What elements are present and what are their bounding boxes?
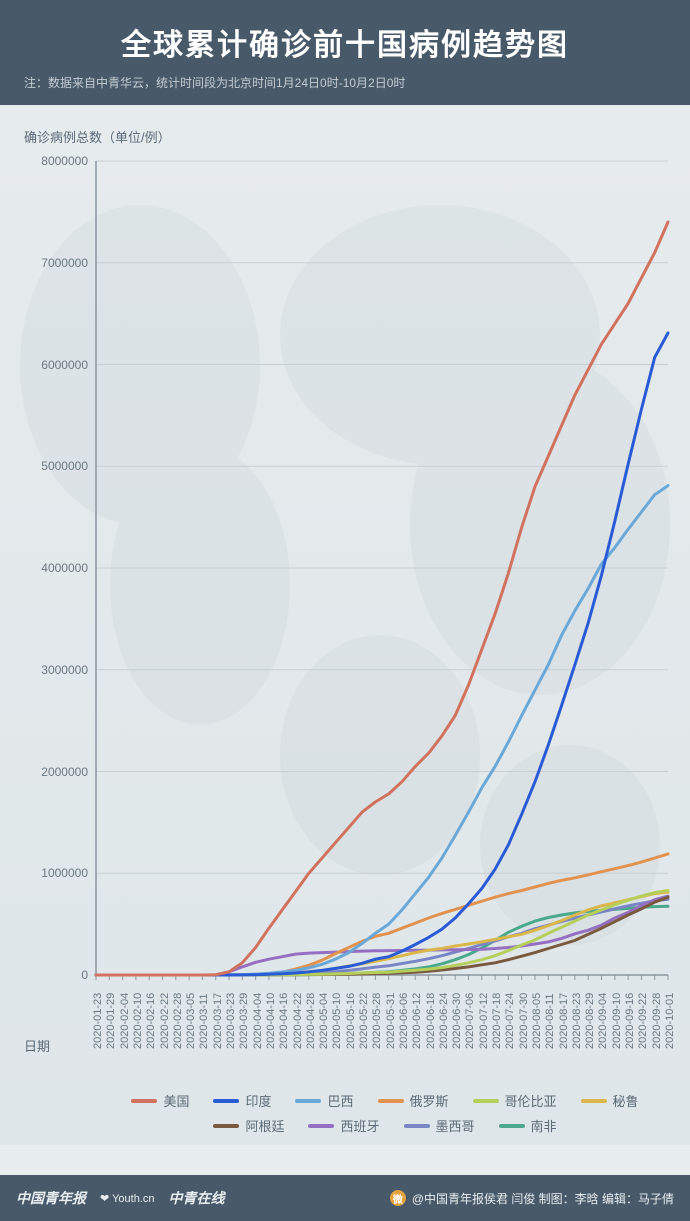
legend-item: 西班牙 (308, 1116, 379, 1135)
weibo-icon: 微 (390, 1190, 406, 1206)
footer-credit: @中国青年报侯君 闫俊 制图：李晗 编辑：马子倩 (412, 1190, 674, 1207)
x-tick-label: 2020-08-29 (584, 993, 596, 1049)
footer-logo-1: 中国青年报 (16, 1188, 86, 1208)
legend-label: 印度 (245, 1091, 271, 1110)
x-tick-label: 2020-04-28 (305, 993, 317, 1049)
footer-logo-2: ❤ Youth.cn (100, 1192, 155, 1205)
legend-label: 哥伦比亚 (505, 1091, 557, 1110)
x-tick-label: 2020-07-18 (491, 993, 503, 1049)
y-tick-label: 3000000 (8, 663, 88, 677)
x-tick-label: 2020-10-01 (664, 993, 676, 1049)
legend-item: 哥伦比亚 (473, 1091, 557, 1110)
y-tick-label: 4000000 (8, 561, 88, 575)
legend-swatch (308, 1124, 334, 1128)
y-tick-label: 2000000 (8, 765, 88, 779)
x-tick-label: 2020-06-30 (451, 993, 463, 1049)
legend-label: 秘鲁 (613, 1091, 639, 1110)
legend-label: 西班牙 (340, 1116, 379, 1135)
x-tick-label: 2020-09-22 (637, 993, 649, 1049)
footer-logo-3: 中青在线 (169, 1188, 225, 1208)
x-tick-label: 2020-03-05 (185, 993, 197, 1049)
page-subtitle: 注：数据来自中青华云，统计时间段为北京时间1月24日0时-10月2日0时 (24, 74, 666, 91)
legend-swatch (131, 1099, 157, 1103)
legend-item: 巴西 (295, 1091, 353, 1110)
x-tick-label: 2020-04-22 (292, 993, 304, 1049)
legend-swatch (581, 1099, 607, 1103)
page-title: 全球累计确诊前十国病例趋势图 (24, 20, 666, 64)
y-tick-label: 7000000 (8, 256, 88, 270)
x-tick-label: 2020-05-04 (318, 993, 330, 1049)
x-tick-label: 2020-08-17 (558, 993, 570, 1049)
x-tick-label: 2020-07-12 (478, 993, 490, 1049)
x-tick-label: 2020-03-11 (198, 994, 210, 1049)
x-tick-label: 2020-08-23 (571, 993, 583, 1049)
y-tick-label: 5000000 (8, 459, 88, 473)
x-tick-label: 2020-05-10 (331, 993, 343, 1049)
x-tick-label: 2020-09-04 (597, 993, 609, 1049)
x-tick-label: 2020-06-06 (398, 993, 410, 1049)
x-tick-label: 2020-03-29 (238, 993, 250, 1049)
x-tick-label: 2020-05-31 (385, 993, 397, 1049)
x-tick-label: 2020-02-10 (132, 993, 144, 1049)
x-tick-label: 2020-02-16 (145, 993, 157, 1049)
legend-item: 俄罗斯 (378, 1091, 449, 1110)
x-tick-label: 2020-09-16 (624, 993, 636, 1049)
legend-item: 南非 (499, 1116, 557, 1135)
legend-item: 墨西哥 (404, 1116, 475, 1135)
legend-swatch (213, 1124, 239, 1128)
x-tick-label: 2020-08-11 (544, 994, 556, 1049)
y-tick-label: 0 (8, 968, 88, 982)
legend-label: 美国 (163, 1091, 189, 1110)
legend-item: 秘鲁 (581, 1091, 639, 1110)
x-tick-label: 2020-07-06 (464, 993, 476, 1049)
footer-left: 中国青年报 ❤ Youth.cn 中青在线 (16, 1188, 376, 1208)
x-tick-label: 2020-03-23 (225, 993, 237, 1049)
x-tick-label: 2020-01-29 (105, 993, 117, 1049)
x-tick-label: 2020-09-10 (611, 993, 623, 1049)
x-tick-label: 2020-05-16 (345, 993, 357, 1049)
x-tick-label: 2020-06-24 (438, 993, 450, 1049)
footer: 中国青年报 ❤ Youth.cn 中青在线 微 @中国青年报侯君 闫俊 制图：李… (0, 1175, 690, 1221)
chart-area: 确诊病例总数（单位/例） 日期 010000002000000300000040… (0, 105, 690, 1145)
x-tick-label: 2020-06-18 (425, 993, 437, 1049)
legend-item: 美国 (131, 1091, 189, 1110)
footer-right: 微 @中国青年报侯君 闫俊 制图：李晗 编辑：马子倩 (390, 1190, 674, 1207)
x-tick-label: 2020-06-12 (411, 993, 423, 1049)
legend-label: 巴西 (327, 1091, 353, 1110)
legend-label: 阿根廷 (245, 1116, 284, 1135)
legend-label: 南非 (531, 1116, 557, 1135)
y-tick-label: 8000000 (8, 154, 88, 168)
legend-swatch (295, 1099, 321, 1103)
legend: 美国 印度 巴西 俄罗斯 哥伦比亚 秘鲁阿根廷 西班牙 墨西哥 南非 (100, 1091, 670, 1135)
x-tick-label: 2020-02-22 (159, 993, 171, 1049)
legend-label: 墨西哥 (436, 1116, 475, 1135)
x-tick-label: 2020-04-16 (278, 993, 290, 1049)
x-tick-label: 2020-07-30 (518, 993, 530, 1049)
y-tick-label: 1000000 (8, 866, 88, 880)
x-tick-label: 2020-01-23 (92, 993, 104, 1049)
legend-swatch (499, 1124, 525, 1128)
x-tick-label: 2020-04-10 (265, 993, 277, 1049)
x-tick-label: 2020-04-04 (252, 993, 264, 1049)
x-tick-label: 2020-09-28 (651, 993, 663, 1049)
x-tick-label: 2020-02-28 (172, 993, 184, 1049)
legend-label: 俄罗斯 (410, 1091, 449, 1110)
x-tick-label: 2020-07-24 (504, 993, 516, 1049)
x-tick-label: 2020-05-28 (371, 993, 383, 1049)
legend-swatch (213, 1099, 239, 1103)
legend-swatch (404, 1124, 430, 1128)
x-tick-label: 2020-05-22 (358, 993, 370, 1049)
legend-swatch (378, 1099, 404, 1103)
line-chart (0, 105, 690, 1145)
legend-item: 阿根廷 (213, 1116, 284, 1135)
legend-swatch (473, 1099, 499, 1103)
x-tick-label: 2020-08-05 (531, 993, 543, 1049)
y-tick-label: 6000000 (8, 358, 88, 372)
legend-item: 印度 (213, 1091, 271, 1110)
header: 全球累计确诊前十国病例趋势图 注：数据来自中青华云，统计时间段为北京时间1月24… (0, 0, 690, 105)
x-tick-label: 2020-03-17 (212, 993, 224, 1049)
x-tick-label: 2020-02-04 (119, 993, 131, 1049)
